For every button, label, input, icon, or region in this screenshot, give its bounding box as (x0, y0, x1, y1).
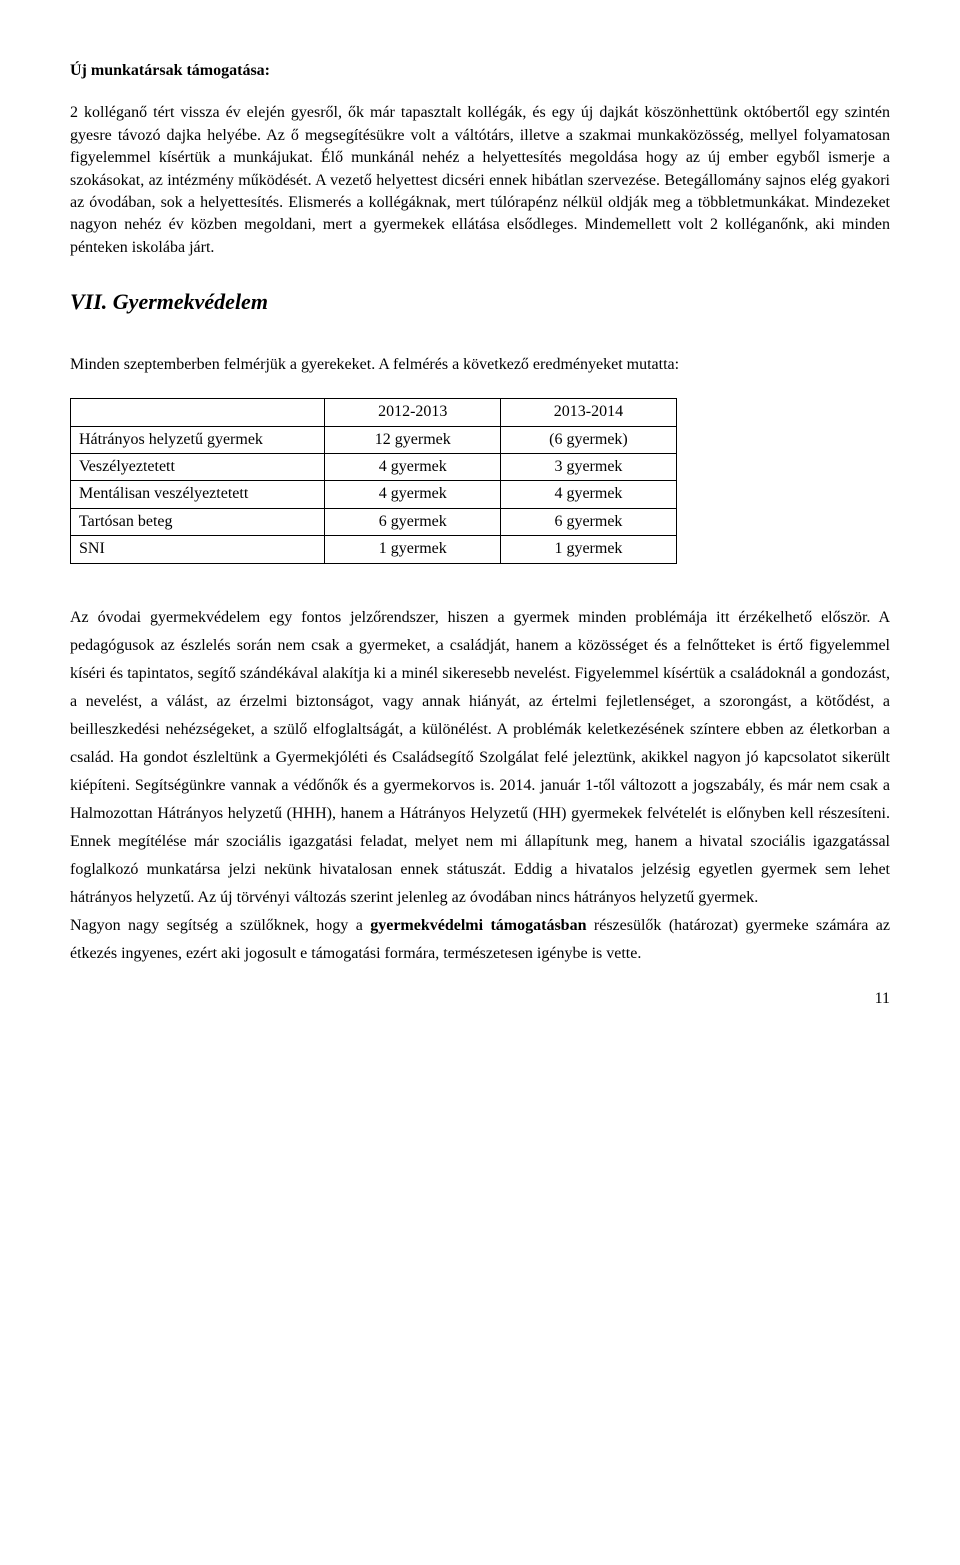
header-cell-empty (71, 399, 325, 426)
row-value-b: (6 gyermek) (501, 426, 677, 453)
row-label: Tartósan beteg (71, 508, 325, 535)
row-label: Hátrányos helyzetű gyermek (71, 426, 325, 453)
heading-new-colleagues: Új munkatársak támogatása: (70, 60, 890, 82)
row-label: SNI (71, 536, 325, 563)
row-value-b: 3 gyermek (501, 454, 677, 481)
row-value-a: 1 gyermek (325, 536, 501, 563)
table-row: Mentálisan veszélyeztetett 4 gyermek 4 g… (71, 481, 677, 508)
row-value-b: 1 gyermek (501, 536, 677, 563)
paragraph-2: Az óvodai gyermekvédelem egy fontos jelz… (70, 604, 890, 968)
para2-text-a: Az óvodai gyermekvédelem egy fontos jelz… (70, 609, 890, 906)
para2-text-b-pre: Nagyon nagy segítség a szülőknek, hogy a (70, 917, 370, 934)
para2-text-b-bold: gyermekvédelmi támogatásban (370, 917, 586, 934)
row-value-b: 4 gyermek (501, 481, 677, 508)
row-value-a: 12 gyermek (325, 426, 501, 453)
section-title-vii: VII. Gyermekvédelem (70, 287, 890, 318)
header-cell-2012-2013: 2012-2013 (325, 399, 501, 426)
survey-table: 2012-2013 2013-2014 Hátrányos helyzetű g… (70, 398, 677, 563)
intro-text: Minden szeptemberben felmérjük a gyereke… (70, 354, 890, 376)
row-label: Mentálisan veszélyeztetett (71, 481, 325, 508)
row-value-b: 6 gyermek (501, 508, 677, 535)
row-value-a: 4 gyermek (325, 481, 501, 508)
table-header-row: 2012-2013 2013-2014 (71, 399, 677, 426)
paragraph-1: 2 kolléganő tért vissza év elején gyesrő… (70, 102, 890, 259)
table-row: SNI 1 gyermek 1 gyermek (71, 536, 677, 563)
table-row: Tartósan beteg 6 gyermek 6 gyermek (71, 508, 677, 535)
header-cell-2013-2014: 2013-2014 (501, 399, 677, 426)
row-label: Veszélyeztetett (71, 454, 325, 481)
table-row: Hátrányos helyzetű gyermek 12 gyermek (6… (71, 426, 677, 453)
row-value-a: 4 gyermek (325, 454, 501, 481)
row-value-a: 6 gyermek (325, 508, 501, 535)
table-row: Veszélyeztetett 4 gyermek 3 gyermek (71, 454, 677, 481)
page-number: 11 (70, 988, 890, 1010)
